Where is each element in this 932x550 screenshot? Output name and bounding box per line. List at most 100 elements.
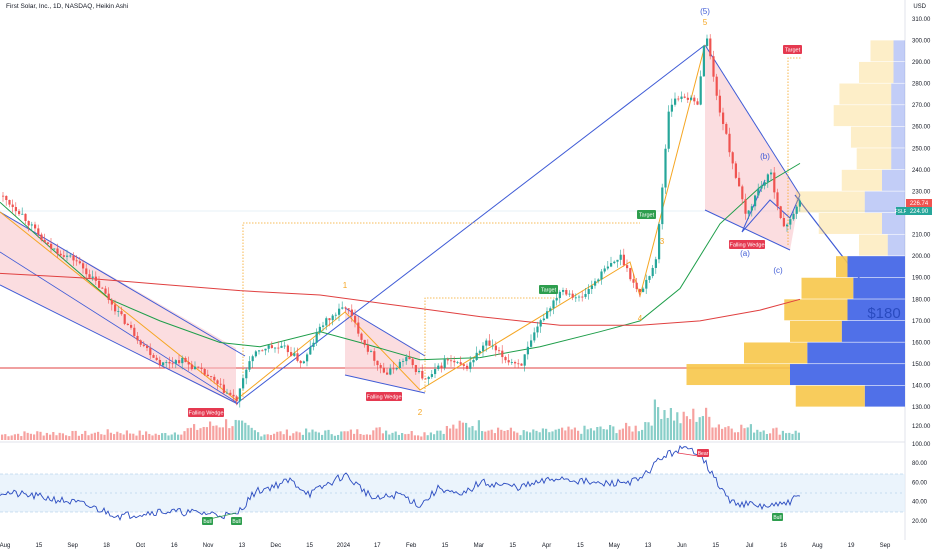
volume-bar xyxy=(285,429,288,440)
bull-label-2-bg xyxy=(231,517,242,525)
volume-bar xyxy=(436,430,439,440)
candle-body xyxy=(536,326,539,333)
volume-bar xyxy=(794,430,797,440)
rsi-tick: 100.00 xyxy=(912,442,931,448)
candle-body xyxy=(642,288,645,292)
volume-bar xyxy=(173,432,176,440)
candle-body xyxy=(248,361,251,370)
falling-wedge-right: Falling Wedge xyxy=(729,243,764,249)
vp-bar-yellow xyxy=(856,148,892,170)
volume-bar xyxy=(506,430,509,440)
volume-bar xyxy=(445,425,448,440)
candlesticks[interactable] xyxy=(2,34,801,408)
candle-body xyxy=(786,224,789,227)
volume-bar xyxy=(557,428,560,440)
volume-bar xyxy=(247,425,250,440)
candle-body xyxy=(702,45,705,77)
vp-bar-blue xyxy=(891,126,905,148)
candle-body xyxy=(632,279,635,283)
candle-body xyxy=(578,296,581,298)
volume-bar xyxy=(378,427,381,440)
candle-body xyxy=(526,346,529,355)
candle-body xyxy=(587,289,590,295)
volume-bar xyxy=(161,433,164,440)
volume-bar xyxy=(493,433,496,440)
volume-bar xyxy=(545,428,548,440)
time-tick: 13 xyxy=(239,543,246,549)
volume-bar xyxy=(170,434,173,440)
candle-body xyxy=(651,267,654,277)
candle-body xyxy=(488,340,491,346)
volume-bar xyxy=(100,434,103,440)
candle-body xyxy=(274,347,277,349)
vp-bar-blue xyxy=(882,213,905,234)
candle-body xyxy=(504,357,507,361)
volume-bar xyxy=(263,434,266,440)
volume-bar xyxy=(468,427,471,440)
candle-body xyxy=(616,259,619,262)
volume-bar xyxy=(84,430,87,440)
candle-body xyxy=(136,335,139,341)
volume-bar xyxy=(567,426,570,440)
wedge-fill-right xyxy=(705,45,800,250)
volume-bar xyxy=(423,432,426,440)
volume-bar xyxy=(212,425,215,440)
volume-bar xyxy=(772,428,775,440)
volume-bar xyxy=(205,427,208,440)
candle-body xyxy=(142,344,145,346)
candle-body xyxy=(334,314,337,316)
candle-body xyxy=(382,367,385,373)
volume-bar xyxy=(276,431,279,440)
volume-bar xyxy=(695,421,698,440)
volume-bar xyxy=(113,434,116,440)
volume-bar xyxy=(769,433,772,440)
volume-bar xyxy=(516,432,519,440)
volume-bar xyxy=(145,431,148,440)
vp-bar-blue xyxy=(887,234,905,256)
candle-body xyxy=(798,200,801,207)
volume-bar xyxy=(244,422,247,440)
candle-body xyxy=(338,308,341,315)
time-tick: Apr xyxy=(542,543,551,549)
time-tick: 15 xyxy=(509,543,516,549)
volume-bar xyxy=(602,429,605,440)
candle-body xyxy=(5,195,8,201)
candle-body xyxy=(693,97,696,102)
vp-bar-yellow xyxy=(795,191,865,213)
candle-body xyxy=(357,322,360,334)
candle-body xyxy=(376,360,379,366)
volume-bar xyxy=(561,427,564,440)
target-label-top-bg xyxy=(783,45,802,54)
candle-body xyxy=(686,97,689,100)
vp-bar-yellow xyxy=(801,277,854,299)
candle-body xyxy=(766,174,769,183)
falling-wedge-mid-bg xyxy=(366,392,402,401)
time-tick: 13 xyxy=(645,543,652,549)
candle-body xyxy=(558,291,561,299)
vp-bar-yellow xyxy=(859,61,894,83)
price-tick: 190.00 xyxy=(912,276,931,282)
target-label-mid: Target xyxy=(639,213,655,219)
volume-bar xyxy=(33,434,36,440)
candle-body xyxy=(40,234,43,241)
vp-bar-yellow xyxy=(784,299,848,321)
volume-bar xyxy=(215,425,218,440)
candle-body xyxy=(491,345,494,347)
candle-body xyxy=(283,345,286,347)
moving-averages xyxy=(0,162,801,361)
candle-body xyxy=(706,38,709,46)
volume-bar xyxy=(612,426,615,440)
candle-body xyxy=(779,206,782,219)
time-tick: Aug xyxy=(0,543,10,549)
candle-body xyxy=(264,348,267,351)
candle-body xyxy=(197,366,200,368)
candle-body xyxy=(315,332,318,343)
candle-body xyxy=(290,352,293,356)
candle-body xyxy=(299,360,302,364)
candle-body xyxy=(456,362,459,364)
time-tick: 2024 xyxy=(337,543,351,549)
candle-body xyxy=(302,361,305,364)
volume-bar xyxy=(250,427,253,440)
price-tick: 260.00 xyxy=(912,125,931,131)
